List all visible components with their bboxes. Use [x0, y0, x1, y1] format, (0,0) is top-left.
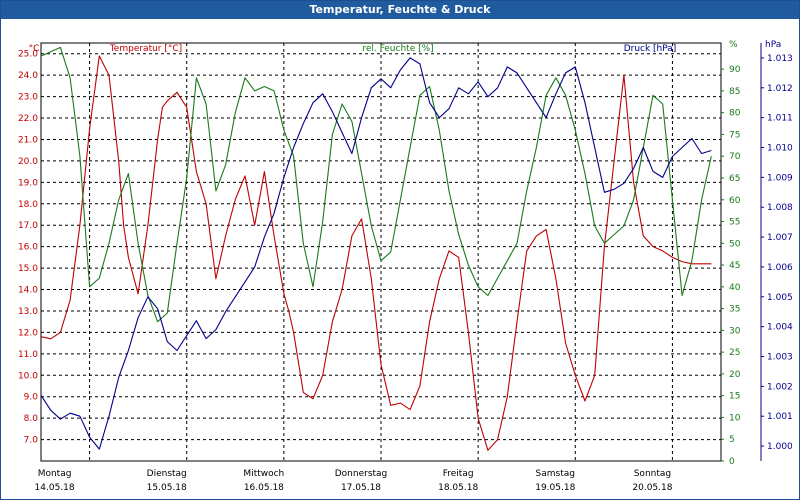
humidity-tick-label: 80: [729, 109, 741, 119]
temperature-tick-label: 10.0: [18, 371, 38, 381]
x-date-label: 16.05.18: [244, 483, 284, 493]
x-date-label: 18.05.18: [438, 483, 478, 493]
humidity-tick-label: 0: [729, 457, 735, 467]
pressure-tick-label: 1.009: [767, 173, 793, 183]
pressure-axis: hPa 1.000 1.001 1.002 1.003 1.004 1.005 1.006 1.…: [760, 40, 793, 461]
humidity-tick-label: 65: [729, 174, 740, 184]
legend: Temperatur [°C] rel. Feuchte [%] Druck [hP…: [109, 44, 676, 54]
humidity-tick-label: 50: [729, 239, 741, 249]
humidity-tick-label: 75: [729, 130, 740, 140]
legend-entry: Druck [hPa]: [624, 44, 677, 54]
pressure-tick-label: 1.008: [767, 203, 793, 213]
legend-entry: rel. Feuchte [%]: [362, 44, 433, 54]
humidity-tick-label: 85: [729, 87, 740, 97]
temperature-tick-label: 21.0: [18, 135, 38, 145]
humidity-tick-label: 55: [729, 218, 740, 228]
temperature-tick-label: 15.0: [18, 264, 38, 274]
x-date-label: 19.05.18: [535, 483, 575, 493]
temperature-tick-label: 18.0: [18, 200, 38, 210]
humidity-tick-label: 15: [729, 392, 740, 402]
temperature-tick-label: 13.0: [18, 307, 38, 317]
humidity-tick-label: 40: [729, 283, 741, 293]
pressure-tick-label: 1.002: [767, 382, 793, 392]
series-line-humidity: [40, 46, 712, 323]
series-line-pressure: [40, 57, 712, 450]
pressure-tick-label: 1.006: [767, 263, 793, 273]
pressure-tick-label: 1.013: [767, 54, 793, 64]
legend-entry: Temperatur [°C]: [109, 44, 182, 54]
humidity-unit-label: %: [729, 40, 738, 50]
temperature-tick-label: 7.0: [24, 436, 39, 446]
pressure-tick-label: 1.000: [767, 442, 793, 452]
x-day-label: Mittwoch: [243, 469, 284, 479]
temperature-axis: °C 7.0 8.0 9.0 10.0 11.0 12.0 13.0 14.0 15.0 16.0 1…: [18, 44, 39, 446]
x-date-label: 20.05.18: [632, 483, 672, 493]
x-day-label: Samstag: [536, 469, 575, 479]
temperature-tick-label: 19.0: [18, 178, 38, 188]
humidity-tick-label: 20: [729, 370, 741, 380]
x-date-label: 15.05.18: [147, 483, 187, 493]
humidity-tick-label: 5: [729, 435, 735, 445]
pressure-tick-label: 1.005: [767, 293, 793, 303]
x-axis: Montag 14.05.18 Dienstag 15.05.18 Mittwoch 16…: [35, 469, 673, 493]
x-day-label: Montag: [38, 469, 72, 479]
grid-lines: [41, 43, 721, 461]
humidity-tick-label: 60: [729, 196, 741, 206]
humidity-tick-label: 35: [729, 305, 740, 315]
window-title: Temperatur, Feuchte & Druck: [1, 1, 799, 19]
pressure-tick-label: 1.007: [767, 233, 793, 243]
pressure-tick-label: 1.001: [767, 412, 793, 422]
humidity-axis: % 0 5 10 15 20 25 30 35 40 45 50 55 60 65 70 75 80 85 90: [721, 40, 741, 467]
x-day-label: Donnerstag: [335, 469, 388, 479]
x-day-label: Freitag: [443, 469, 474, 479]
pressure-tick-label: 1.011: [767, 114, 793, 124]
x-day-label: Dienstag: [147, 469, 187, 479]
humidity-tick-label: 25: [729, 348, 740, 358]
temperature-tick-label: 22.0: [18, 114, 38, 124]
pressure-unit-label: hPa: [765, 40, 781, 50]
chart-canvas: °C 7.0 8.0 9.0 10.0 11.0 12.0 13.0 14.0 15.0 16.0 1…: [18, 40, 793, 493]
temperature-tick-label: 25.0: [18, 50, 38, 60]
pressure-tick-label: 1.012: [767, 84, 793, 94]
series-layer: [40, 46, 712, 451]
temperature-tick-label: 14.0: [18, 286, 38, 296]
temperature-tick-label: 23.0: [18, 93, 38, 103]
temperature-tick-label: 20.0: [18, 157, 38, 167]
humidity-tick-label: 30: [729, 326, 741, 336]
x-day-label: Sonntag: [634, 469, 671, 479]
temperature-unit-label: °C: [29, 44, 40, 54]
temperature-tick-label: 11.0: [18, 350, 38, 360]
temperature-tick-label: 24.0: [18, 71, 38, 81]
pressure-tick-label: 1.004: [767, 323, 793, 333]
x-date-label: 17.05.18: [341, 483, 381, 493]
temperature-tick-label: 9.0: [24, 393, 39, 403]
temperature-tick-label: 17.0: [18, 221, 38, 231]
pressure-tick-label: 1.003: [767, 353, 793, 363]
humidity-tick-label: 70: [729, 152, 741, 162]
temperature-tick-label: 16.0: [18, 243, 38, 253]
pressure-tick-label: 1.010: [767, 144, 793, 154]
humidity-tick-label: 45: [729, 261, 740, 271]
series-line-temperature: [40, 55, 712, 451]
temperature-tick-label: 8.0: [24, 414, 39, 424]
humidity-tick-label: 10: [729, 413, 741, 423]
x-date-label: 14.05.18: [35, 483, 75, 493]
humidity-tick-label: 90: [729, 65, 741, 75]
temperature-tick-label: 12.0: [18, 328, 38, 338]
